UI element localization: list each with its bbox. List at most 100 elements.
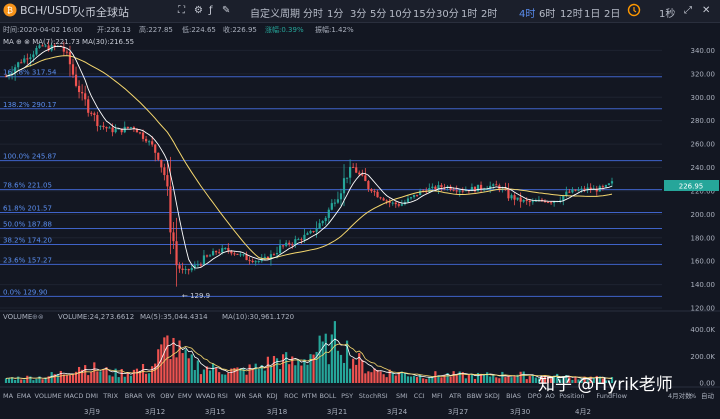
indicator-tab[interactable]: DPO [528,392,542,400]
candle-body [476,184,480,192]
indicator-tab[interactable]: VR [146,392,155,400]
indicator-tab[interactable]: VOLUME [35,392,62,400]
volume-bar [178,340,181,383]
timeframe-2d[interactable]: 2日 [604,9,621,20]
indicator-tab[interactable]: KDJ [266,392,277,400]
drawing-icon[interactable]: ✎ [222,5,231,16]
fib-level-label: 100.0% 245.87 [3,153,56,161]
fullscreen-icon[interactable]: ⛶ [178,5,185,16]
timeframe-12h[interactable]: 12时 [560,9,583,20]
indicator-tab[interactable]: SKDJ [485,392,500,400]
indicator-tab[interactable]: MA [3,392,14,400]
indicator-tab[interactable]: SMI [396,392,408,400]
volume-bar [205,366,209,383]
volume-bar [391,372,394,383]
timeframe-30min[interactable]: 30分 [436,9,459,20]
indicator-tab[interactable]: RSI [217,392,228,400]
date-tick-label: 3月27 [448,408,468,416]
indicator-tab[interactable]: MACD [64,392,83,400]
candle-body [431,186,434,189]
candle-body [275,252,279,255]
candle-body [373,191,376,193]
custom-period-button[interactable]: 自定义周期 [250,9,300,20]
candle-body [391,202,394,204]
indicator-icon[interactable]: ƒ [209,5,213,16]
candle-body [449,186,452,190]
timeframe-fenshi[interactable]: 分时 [303,9,323,20]
volume-bar [169,359,172,383]
indicator-tab[interactable]: ATR [449,392,462,400]
volume-bar [47,376,50,383]
scale-option[interactable]: % [690,392,696,400]
candle-body [583,188,586,190]
candle-body [248,260,251,262]
timeframe-2h[interactable]: 2时 [481,9,498,20]
candle-body [184,269,187,271]
timeframe-1d[interactable]: 1日 [584,9,601,20]
timeframe-6h[interactable]: 6时 [539,9,556,20]
candle-body [519,197,522,202]
indicator-tab[interactable]: StochRSI [359,392,388,400]
timeframe-5min[interactable]: 5分 [370,9,387,20]
indicator-tab[interactable]: PSY [341,392,353,400]
indicator-tab[interactable]: TRIX [102,392,118,400]
close-icon[interactable]: ✕ [702,5,711,16]
candle-body [416,194,419,196]
volume-bar [604,380,608,383]
refresh-interval-select[interactable]: 1秒 [659,9,676,20]
indicator-tab[interactable]: CCI [414,392,425,400]
volume-bar [321,341,324,383]
candle-body [233,253,236,255]
timeframe-1min[interactable]: 1分 [327,9,344,20]
indicator-tab[interactable]: BBW [467,392,483,400]
volume-bar [324,333,327,383]
indicator-tab[interactable]: Position [559,392,584,400]
timeframe-4h[interactable]: 4时 [519,9,536,20]
indicator-tab[interactable]: SAR [249,392,263,400]
fullscreen-expand-icon[interactable]: ⤢ [684,5,692,16]
volume-settings-icon[interactable]: ⊕⊗ [32,313,44,321]
indicator-tab[interactable]: MFI [431,392,442,400]
volume-bar [562,376,565,383]
scale-option[interactable]: 自动 [701,391,715,400]
current-price-box [664,180,719,191]
price-chart[interactable]: 161.8% 317.54 138.2% 290.17 100.0% 245.87 7… [0,36,720,419]
volume-bar [151,366,154,383]
scale-option[interactable]: 4月对数 [668,391,692,400]
timeframe-15min[interactable]: 15分 [413,9,436,20]
candle-body [47,45,50,51]
indicator-tab[interactable]: WVAD [196,392,216,400]
indicator-tab[interactable]: WR [235,392,246,400]
indicator-tab[interactable]: FundFlow [596,392,627,400]
date-tick-label: 3月9 [84,408,100,416]
volume-tick-label: 200.0K [690,353,715,361]
volume-bar [285,352,288,383]
indicator-tab[interactable]: ROC [284,392,299,400]
volume-bar [537,378,541,383]
volume-bar [315,351,318,383]
pair-title[interactable]: BCH/USDT [20,4,78,17]
indicator-tab[interactable]: BRAR [125,392,143,400]
candle-body [53,45,56,47]
timeframe-1h[interactable]: 1时 [461,9,478,20]
indicator-tab[interactable]: DMI [86,392,99,400]
volume-bar [574,376,577,383]
volume-bar [181,353,184,383]
indicator-tab[interactable]: OBV [160,392,174,400]
volume-bar [20,379,23,383]
indicator-tab[interactable]: EMA [17,392,32,400]
indicator-tab[interactable]: MTM [302,392,317,400]
candle-body [154,144,157,153]
candle-body [312,231,315,233]
settings-icon[interactable]: ⚙ [194,5,203,16]
indicator-tab[interactable]: AO [545,392,554,400]
volume-bar [333,321,336,383]
candle-body [257,261,260,263]
indicator-tab[interactable]: EMV [178,392,193,400]
price-tick-label: 240.00 [691,164,716,172]
indicator-tab[interactable]: BOLL [320,392,337,400]
indicator-tab[interactable]: BIAS [506,392,521,400]
timeframe-10min[interactable]: 10分 [389,9,412,20]
timeframe-3min[interactable]: 3分 [350,9,367,20]
volume-bar [425,379,428,383]
